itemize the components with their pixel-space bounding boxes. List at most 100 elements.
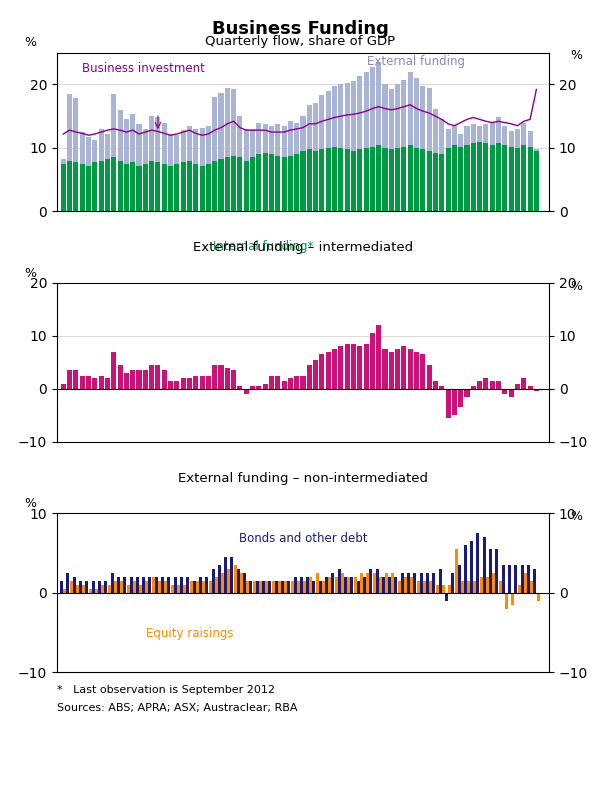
Bar <box>281 157 287 211</box>
Bar <box>521 145 526 211</box>
Bar <box>430 581 433 593</box>
Bar <box>307 149 312 211</box>
Bar <box>288 378 293 389</box>
Bar <box>499 581 502 593</box>
Bar <box>347 577 350 593</box>
Bar <box>464 126 470 145</box>
Text: Business investment: Business investment <box>82 62 205 75</box>
Bar <box>395 84 400 148</box>
Bar <box>364 148 368 211</box>
Bar <box>225 87 230 157</box>
Bar <box>287 581 290 593</box>
Bar <box>175 163 179 211</box>
Bar <box>364 343 368 389</box>
Bar <box>130 577 133 593</box>
Bar <box>95 589 98 593</box>
Bar <box>385 573 388 593</box>
Bar <box>471 143 476 211</box>
Bar <box>212 569 215 593</box>
Bar <box>461 581 464 593</box>
Bar <box>536 593 539 601</box>
Bar <box>515 129 520 148</box>
Bar <box>414 352 419 389</box>
Bar <box>297 581 300 593</box>
Bar <box>476 533 479 593</box>
Bar <box>161 577 164 593</box>
Bar <box>80 132 85 163</box>
Bar <box>382 148 388 211</box>
Bar <box>521 123 526 145</box>
Bar <box>256 154 262 211</box>
Bar <box>117 577 120 593</box>
Bar <box>421 149 425 211</box>
Bar <box>123 577 126 593</box>
Bar <box>184 585 187 593</box>
Y-axis label: %: % <box>24 36 36 50</box>
Bar <box>326 148 331 211</box>
Bar <box>357 76 362 149</box>
Bar <box>281 581 284 593</box>
Bar <box>186 577 190 593</box>
Bar <box>143 163 148 211</box>
Bar <box>212 365 217 389</box>
Bar <box>173 577 176 593</box>
Bar <box>421 354 425 389</box>
Bar <box>111 94 116 157</box>
Bar <box>136 370 142 389</box>
Bar <box>162 123 167 163</box>
Bar <box>168 134 173 166</box>
Bar <box>288 156 293 211</box>
Bar <box>370 68 375 147</box>
Bar <box>332 147 337 211</box>
Bar <box>452 389 457 415</box>
Bar <box>414 148 419 211</box>
Bar <box>515 148 520 211</box>
Bar <box>341 573 344 593</box>
Bar <box>490 145 495 211</box>
Bar <box>202 581 205 593</box>
Bar <box>272 581 275 593</box>
Bar <box>515 384 520 389</box>
Text: Business Funding: Business Funding <box>212 20 388 38</box>
Bar <box>527 386 533 389</box>
Bar <box>105 160 110 211</box>
Bar <box>231 89 236 156</box>
Bar <box>206 376 211 389</box>
Bar <box>130 162 135 211</box>
Bar <box>486 577 489 593</box>
Bar <box>363 577 366 593</box>
Bar <box>143 129 148 163</box>
Bar <box>511 593 514 604</box>
Bar <box>310 577 313 593</box>
Bar <box>313 104 318 151</box>
Bar <box>530 581 533 593</box>
Bar <box>73 162 79 211</box>
Bar <box>209 581 212 593</box>
Bar <box>76 585 79 593</box>
Bar <box>196 581 199 593</box>
Bar <box>446 129 451 148</box>
Bar <box>389 89 394 149</box>
Bar <box>401 80 406 147</box>
Bar <box>155 162 160 211</box>
Bar <box>187 126 192 160</box>
Bar <box>98 581 101 593</box>
Bar <box>288 120 293 156</box>
Bar <box>200 376 205 389</box>
Bar <box>534 389 539 391</box>
Bar <box>451 573 454 593</box>
Bar <box>92 140 97 162</box>
Bar <box>357 149 362 211</box>
Bar <box>234 565 237 593</box>
Bar <box>364 72 368 148</box>
Bar <box>262 581 265 593</box>
Bar <box>373 573 376 593</box>
Bar <box>521 378 526 389</box>
Bar <box>247 581 250 593</box>
Bar <box>471 124 476 143</box>
Bar <box>86 137 91 166</box>
Bar <box>313 581 316 593</box>
Bar <box>376 569 379 593</box>
Bar <box>200 166 205 211</box>
Bar <box>263 384 268 389</box>
